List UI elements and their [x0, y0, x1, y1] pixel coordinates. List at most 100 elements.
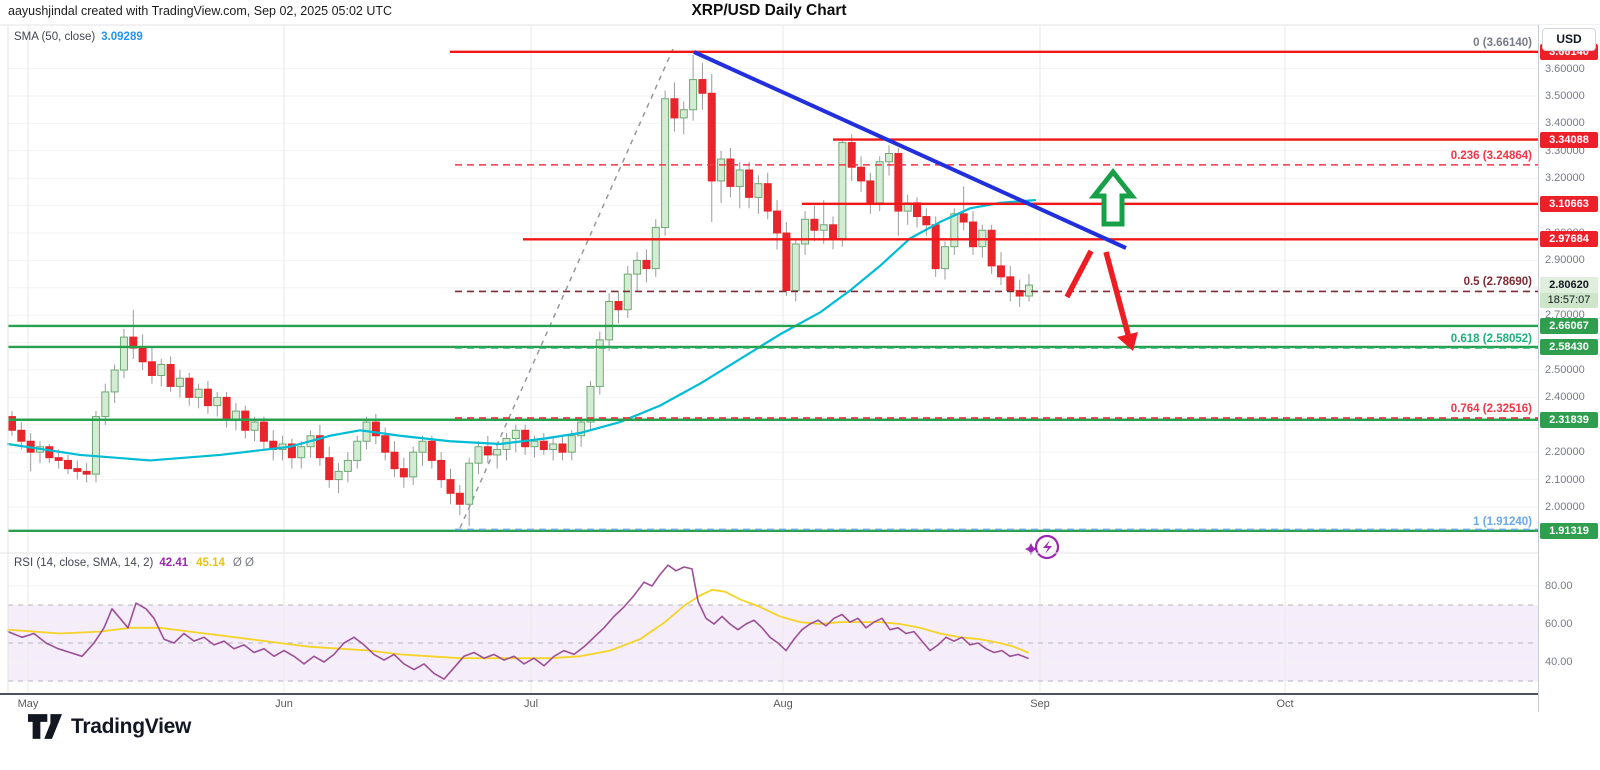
candle-up [157, 364, 166, 376]
month-label-jul[interactable]: Jul [523, 698, 539, 710]
rsi-legend: RSI (14, close, SMA, 14, 2) 42.41 45.14 Ø Ø [14, 557, 254, 569]
candle-down [390, 451, 399, 470]
green-level-badge: 2.66067 [1540, 317, 1598, 334]
candle-up [297, 446, 306, 459]
candle-down [381, 435, 390, 453]
candle-up [838, 142, 847, 239]
page-title: XRP/USD Daily Chart [691, 2, 847, 19]
price-tick-label: 2.40000 [1545, 391, 1585, 404]
rsi-tick-label: 80.00 [1545, 580, 1573, 592]
green-up-arrow [1088, 167, 1138, 227]
candle-down [73, 468, 82, 472]
candle-up [1024, 284, 1033, 297]
candle-down [166, 364, 175, 387]
candle-up [577, 421, 586, 437]
candle-down [959, 213, 968, 223]
candle-down [325, 457, 334, 481]
candle-up [511, 429, 520, 439]
price-axis-panel[interactable]: 3.600003.500003.400003.300003.200003.000… [1538, 25, 1600, 712]
candle-down [894, 153, 903, 212]
candle-down [670, 98, 679, 119]
candle-down [810, 218, 819, 231]
tradingview-logo-icon [28, 714, 62, 739]
candle-up [465, 462, 474, 505]
red-level-badge: 3.34088 [1540, 131, 1598, 148]
fib-level-label: 0.618 (2.58052) [1450, 332, 1532, 345]
candle-down [427, 440, 436, 461]
red-level-badge: 3.10663 [1540, 195, 1598, 212]
candle-up [91, 416, 100, 475]
candle-up [250, 421, 259, 431]
candle-down [987, 229, 996, 267]
candle-down [287, 443, 296, 459]
candle-down [539, 440, 548, 450]
red-down-arrow-stroke [1064, 249, 1094, 299]
attribution-text: aayushjindal created with TradingView.co… [8, 4, 393, 18]
price-tick-label: 2.10000 [1545, 473, 1585, 486]
candle-down [745, 169, 754, 198]
candle-down [558, 443, 567, 453]
candle-up [791, 243, 800, 292]
lightning-bolt-icon [1043, 540, 1052, 554]
candle-up [661, 98, 670, 229]
candle-up [418, 440, 427, 453]
candle-down [455, 492, 464, 505]
red-down-arrowhead [1117, 332, 1138, 351]
price-tick-label: 3.40000 [1545, 117, 1585, 130]
bar-countdown-timer: 18:57:07 [1540, 293, 1598, 309]
rsi-empty-values: Ø Ø [232, 557, 254, 569]
candle-down [726, 158, 735, 187]
blue-resistance-trendline [693, 50, 1127, 250]
candle-down [371, 421, 380, 437]
candle-up [689, 79, 698, 111]
candle-down [1015, 290, 1024, 297]
sparkle-icon [1025, 543, 1037, 555]
candle-down [45, 446, 54, 459]
rsi-signal-line [7, 588, 1029, 660]
rsi-tick-label: 40.00 [1545, 656, 1573, 668]
rsi-line [7, 564, 1029, 680]
price-tick-label: 3.50000 [1545, 90, 1585, 102]
candle-down [54, 457, 63, 461]
candle-up [754, 183, 763, 198]
candle-down [446, 479, 455, 494]
month-label-oct[interactable]: Oct [1276, 698, 1294, 710]
candle-up [213, 396, 222, 407]
month-label-aug[interactable]: Aug [773, 698, 793, 710]
tradingview-logo: TradingView [28, 714, 191, 739]
tradingview-logo-text: TradingView [71, 714, 192, 738]
candle-down [782, 232, 791, 292]
candle-down [483, 446, 492, 456]
candle-down [259, 421, 268, 442]
rsi-signal-value: 45.14 [196, 557, 225, 569]
candle-down [521, 429, 530, 448]
sma-legend-label: SMA (50, close) [14, 31, 96, 43]
candle-up [101, 391, 110, 418]
current-price-value: 2.80620 [1540, 277, 1598, 294]
candle-up [875, 161, 884, 204]
fib-level-label: 0 (3.66140) [1473, 36, 1532, 49]
candle-up [651, 227, 660, 270]
fib-level-label: 0.764 (2.32516) [1450, 402, 1532, 415]
candle-down [996, 265, 1005, 278]
candle-down [17, 429, 26, 442]
month-label-jun[interactable]: Jun [275, 698, 293, 710]
fib-level-label: 1 (1.91240) [1473, 516, 1532, 528]
candle-up [549, 443, 558, 450]
gray-dashed-rally-trendline [459, 48, 674, 529]
price-tick-label: 3.30000 [1545, 144, 1585, 157]
currency-toggle-button[interactable]: USD [1542, 28, 1596, 51]
candle-down [399, 468, 408, 478]
month-label-may[interactable]: May [17, 698, 39, 710]
candle-up [110, 369, 119, 393]
candle-up [941, 246, 949, 270]
candle-down [707, 92, 716, 182]
candle-up [409, 451, 418, 478]
month-label-sep[interactable]: Sep [1030, 698, 1050, 710]
candle-up [530, 440, 539, 448]
candle-up [567, 435, 576, 453]
fib-level-label: 0.236 (3.24864) [1450, 149, 1532, 162]
candle-down [829, 224, 838, 239]
price-tick-label: 2.50000 [1545, 364, 1585, 376]
